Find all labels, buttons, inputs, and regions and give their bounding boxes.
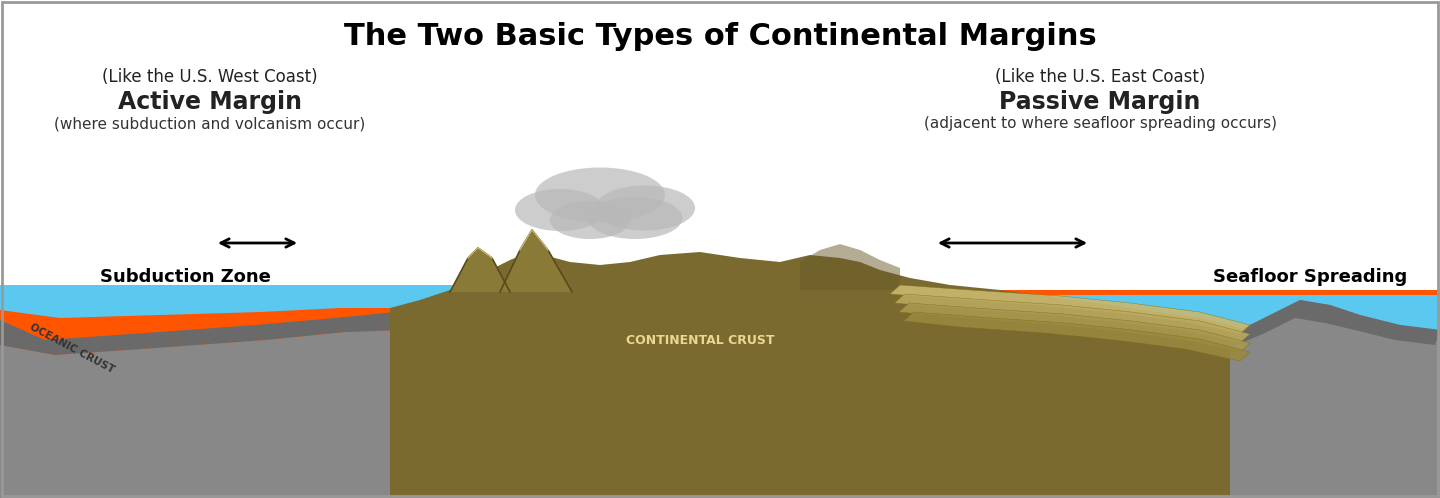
Text: (Like the U.S. East Coast): (Like the U.S. East Coast) [995, 68, 1205, 86]
Text: Active Margin: Active Margin [118, 90, 302, 114]
Text: Subduction Zone: Subduction Zone [99, 268, 271, 286]
Polygon shape [0, 285, 459, 318]
Polygon shape [1230, 300, 1440, 498]
Ellipse shape [550, 201, 631, 239]
Polygon shape [449, 248, 510, 292]
Polygon shape [801, 244, 900, 290]
Polygon shape [899, 303, 1250, 352]
Ellipse shape [516, 189, 605, 231]
Polygon shape [903, 312, 1250, 361]
Ellipse shape [536, 167, 665, 223]
Text: The Two Basic Types of Continental Margins: The Two Basic Types of Continental Margi… [344, 22, 1096, 51]
Text: OCEANIC CRUST: OCEANIC CRUST [27, 322, 117, 374]
Polygon shape [890, 285, 1250, 334]
Polygon shape [870, 295, 1440, 340]
Polygon shape [0, 308, 465, 355]
Text: CONTINENTAL CRUST: CONTINENTAL CRUST [626, 334, 775, 347]
Text: Passive Margin: Passive Margin [999, 90, 1201, 114]
Polygon shape [894, 294, 1250, 343]
Polygon shape [0, 290, 1440, 498]
Polygon shape [1225, 300, 1440, 350]
Text: Seafloor Spreading: Seafloor Spreading [1212, 268, 1407, 286]
Text: (adjacent to where seafloor spreading occurs): (adjacent to where seafloor spreading oc… [923, 116, 1276, 131]
Text: (Like the U.S. West Coast): (Like the U.S. West Coast) [102, 68, 318, 86]
Polygon shape [390, 252, 1250, 498]
Polygon shape [500, 230, 572, 292]
Ellipse shape [588, 197, 683, 239]
Polygon shape [0, 380, 1440, 498]
Text: (where subduction and volcanism occur): (where subduction and volcanism occur) [55, 116, 366, 131]
Ellipse shape [595, 185, 696, 231]
Polygon shape [0, 308, 480, 498]
Polygon shape [0, 430, 1440, 498]
